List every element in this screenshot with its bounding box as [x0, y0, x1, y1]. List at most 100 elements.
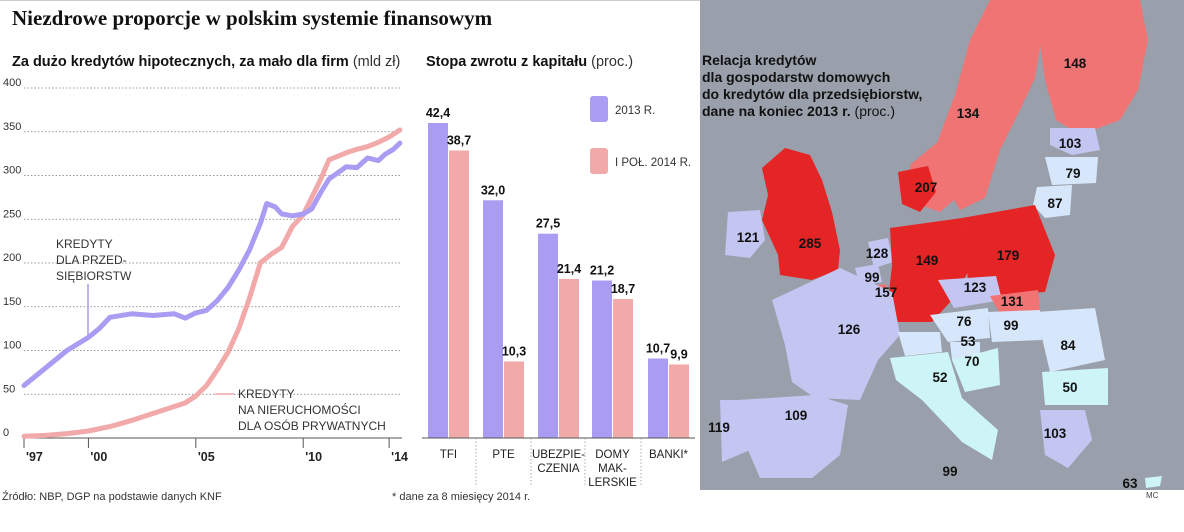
bar-value-label: 18,7	[611, 282, 635, 296]
map-value-label: 70	[964, 354, 979, 369]
y-tick-label: 350	[3, 121, 21, 133]
map-value-label: 131	[1001, 294, 1024, 309]
category-label: DOMY	[595, 449, 630, 461]
map-value-label: 123	[964, 280, 987, 295]
bar-value-label: 42,4	[426, 106, 450, 120]
bar-chart: 42,4 32,0 27,5 21,2 10,7 38,7 10,3 21,4 18,7 9,9 T…	[422, 96, 695, 488]
map-country-lithuania	[1033, 185, 1072, 218]
bar-value-label: 9,9	[670, 347, 687, 361]
x-tick-label: '97	[26, 450, 43, 464]
bar-chart-unit: (proc.)	[591, 54, 634, 70]
y-tick-label: 250	[3, 208, 21, 220]
series-line-firms	[21, 140, 403, 388]
bar-2014h1	[559, 279, 579, 438]
line-chart: 0 50 100 150 200 250 300 350 400 '97 '00 '05 '10 '14 K…	[3, 77, 408, 464]
y-tick-label: 300	[3, 165, 21, 177]
bar-2013	[428, 123, 448, 438]
line-chart-title-text: Za dużo kredytów hipotecznych, za mało d…	[12, 54, 349, 70]
map-country-croatia	[952, 348, 1000, 392]
y-tick-label: 0	[3, 427, 9, 439]
series-label-firms-line: SIĘBIORSTW	[56, 269, 132, 283]
map-value-label: 84	[1060, 338, 1076, 353]
category-label: CZENIA	[537, 463, 580, 475]
bar-chart-title-text: Stopa zwrotu z kapitału	[426, 54, 588, 70]
category-label: BANKI*	[649, 449, 689, 461]
series-label-firms-line: DLA PRZED-	[56, 253, 127, 267]
bar-2014h1	[504, 361, 524, 438]
map-country-hungary	[988, 310, 1042, 342]
map-title-line-2: dla gospodarstw domowych	[702, 69, 891, 85]
bar-value-label: 21,4	[557, 262, 581, 276]
bar-2014h1	[669, 364, 689, 438]
map-country-romania	[1036, 308, 1105, 372]
y-tick-label: 150	[3, 296, 21, 308]
map-country-france	[772, 268, 900, 400]
map-value-label: 99	[1003, 318, 1018, 333]
map-country-finland	[1038, 0, 1148, 135]
map-value-label: 63	[1122, 476, 1138, 490]
series-label-mortgages-line: KREDYTY	[238, 387, 295, 401]
map-value-label: 76	[956, 314, 972, 329]
map-value-label: 126	[838, 322, 861, 337]
y-tick-label: 50	[3, 383, 15, 395]
map-value-label: 50	[1062, 380, 1077, 395]
series-label-firms-line: KREDYTY	[56, 237, 113, 251]
legend-label: 2013 R.	[615, 105, 655, 117]
map-value-label: 121	[737, 230, 760, 245]
bar-2013	[648, 358, 668, 438]
map-country-uk	[762, 148, 840, 280]
bar-2014h1	[613, 299, 633, 438]
bar-2013	[592, 280, 612, 438]
map-country-sweden	[938, 0, 1050, 210]
map-value-label: 103	[1044, 426, 1067, 441]
legend-swatch-2014h1	[590, 148, 608, 174]
map-country-czechia	[938, 276, 1002, 308]
category-label: MAK-	[598, 463, 627, 475]
map-value-label: 99	[864, 270, 879, 285]
legend-label: I POŁ. 2014 R.	[615, 157, 691, 169]
category-label: PTE	[492, 449, 515, 461]
map-country-austria	[930, 308, 990, 342]
x-tick-label: '14	[391, 450, 408, 464]
map-value-label: 52	[932, 370, 947, 385]
bar-value-label: 10,3	[502, 344, 526, 358]
x-tick-label: '00	[90, 450, 107, 464]
map-value-label: 109	[785, 408, 808, 423]
map-country-greece	[1040, 410, 1092, 468]
map-unit: (proc.)	[854, 103, 895, 119]
legend-swatch-2013	[590, 96, 608, 122]
map-value-label: 285	[799, 236, 822, 251]
map-country-spain	[738, 395, 848, 478]
source-note: Źródło: NBP, DGP na podstawie danych KNF	[2, 491, 222, 503]
map-country-latvia	[1045, 157, 1098, 185]
y-tick-label: 200	[3, 252, 21, 264]
map-country-netherlands	[868, 238, 893, 268]
category-label: UBEZPIE-	[532, 449, 585, 461]
top-rule	[0, 0, 1184, 1]
map-value-label: 53	[960, 334, 976, 349]
map-value-label: 157	[875, 285, 898, 300]
series-label-mortgages-line: DLA OSÓB PRYWATNYCH	[238, 418, 386, 433]
map-value-label: 87	[1047, 196, 1062, 211]
map-country-denmark	[898, 166, 936, 212]
map-value-label: 207	[915, 180, 938, 195]
bar-value-label: 32,0	[481, 183, 505, 197]
series-label-mortgages-line: NA NIERUCHOMOŚCI	[238, 402, 361, 417]
map-value-label: 103	[1059, 136, 1082, 151]
bar-chart-title: Stopa zwrotu z kapitału (proc.)	[426, 54, 633, 70]
line-chart-title: Za dużo kredytów hipotecznych, za mało d…	[12, 54, 400, 70]
map-country-portugal	[720, 400, 750, 462]
map-value-label: 79	[1065, 166, 1080, 181]
y-tick-label: 100	[3, 340, 21, 352]
footnote: * dane za 8 miesięcy 2014 r.	[392, 491, 531, 503]
map-value-label: 149	[916, 253, 939, 268]
map-country-poland	[962, 205, 1055, 295]
bar-value-label: 21,2	[590, 264, 614, 278]
map-country-cyprus	[1145, 476, 1162, 488]
bar-2013	[538, 233, 558, 438]
map-value-label: 128	[866, 246, 889, 261]
y-tick-label: 400	[3, 77, 21, 89]
map-value-label: 134	[957, 106, 980, 121]
author-credit: MC	[1146, 491, 1159, 500]
map-value-label: 119	[708, 420, 730, 435]
